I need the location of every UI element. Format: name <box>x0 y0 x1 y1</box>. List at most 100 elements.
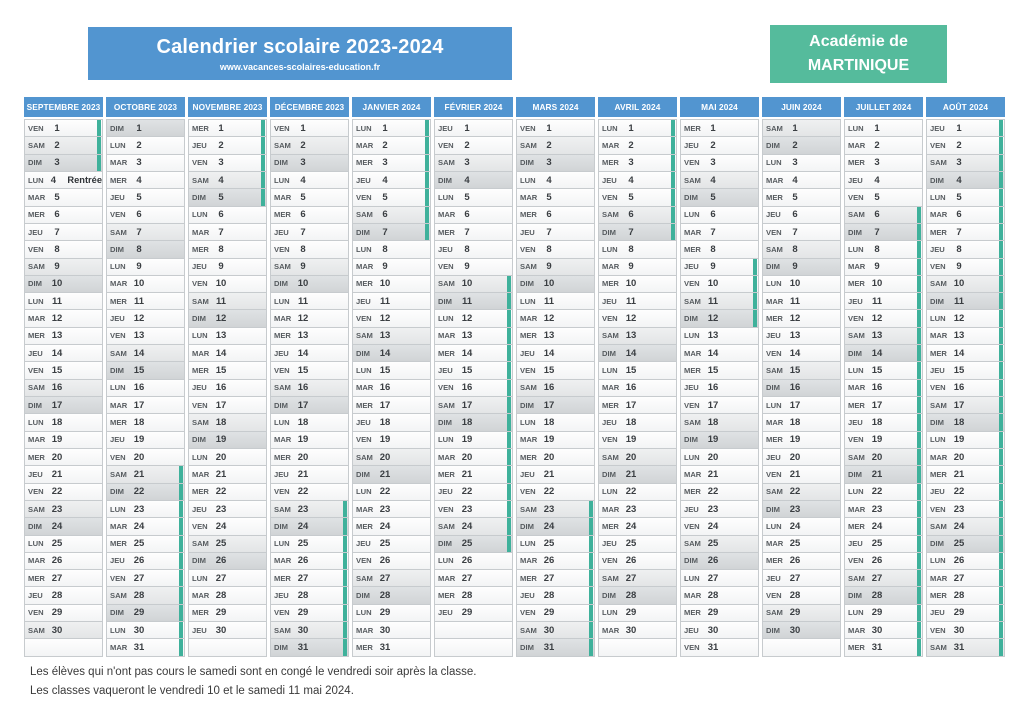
day-cell: SAM 18 <box>188 413 267 432</box>
day-abbrev: VEN <box>28 487 44 497</box>
day-abbrev: SAM <box>28 140 45 150</box>
day-cell: LUN 26 <box>926 551 1005 571</box>
day-abbrev: SAM <box>28 383 45 393</box>
day-cell: MER 27 <box>516 569 595 588</box>
day-cell: MAR 19 <box>516 430 595 449</box>
day-number: 10 <box>215 278 227 290</box>
day-abbrev: MER <box>110 417 127 427</box>
day-cell: DIM 7 <box>352 222 431 242</box>
day-abbrev: MER <box>356 521 373 531</box>
vacation-bar <box>999 189 1003 206</box>
day-cell: JEU 6 <box>762 205 841 224</box>
day-cell: LUN 5 <box>926 188 1005 207</box>
day-number: 19 <box>625 434 637 446</box>
day-abbrev: MER <box>28 331 45 341</box>
day-abbrev: MAR <box>602 504 620 514</box>
day-number: 27 <box>461 572 473 584</box>
day-number: 24 <box>297 520 309 532</box>
day-cell: LUN 3 <box>762 153 841 172</box>
day-abbrev: DIM <box>848 227 862 237</box>
day-abbrev: MAR <box>274 556 292 566</box>
day-cell: SAM 13 <box>844 326 923 346</box>
day-cell: MER 31 <box>844 638 923 657</box>
day-abbrev: SAM <box>766 244 783 254</box>
day-abbrev: VEN <box>520 366 536 376</box>
day-cell: VEN 28 <box>762 586 841 605</box>
day-number: 16 <box>789 382 801 394</box>
day-cell: MER 29 <box>680 603 759 623</box>
day-cell: VEN 14 <box>762 344 841 363</box>
calendar-grid: SEPTEMBRE 2023 VEN 1 SAM 2 DIM 3 LUN 4 Rentrée MAR… <box>24 97 1005 657</box>
day-number: 23 <box>133 503 145 515</box>
day-number: 28 <box>51 590 63 602</box>
vacation-bar <box>425 154 429 171</box>
day-number: 26 <box>543 555 555 567</box>
day-cell: SAM 17 <box>434 396 513 415</box>
day-cell: VEN 1 <box>270 119 349 138</box>
day-abbrev: LUN <box>356 123 372 133</box>
day-abbrev: DIM <box>930 175 944 185</box>
day-number: 27 <box>133 572 145 584</box>
day-cell: VEN 22 <box>516 482 595 501</box>
day-cell: LUN 18 <box>516 413 595 432</box>
month-header: SEPTEMBRE 2023 <box>24 97 103 117</box>
day-number: 25 <box>707 538 719 550</box>
day-number: 29 <box>953 607 965 619</box>
day-number: 26 <box>297 555 309 567</box>
day-cell: LUN 10 <box>762 274 841 294</box>
day-abbrev: LUN <box>192 210 208 220</box>
day-number: 14 <box>461 347 473 359</box>
day-number: 13 <box>789 330 801 342</box>
day-abbrev: DIM <box>930 296 944 306</box>
day-abbrev: DIM <box>28 279 42 289</box>
month-header: MAI 2024 <box>680 97 759 117</box>
day-cell: MER 6 <box>24 205 103 224</box>
day-number: 23 <box>379 503 391 515</box>
day-number: 22 <box>297 486 309 498</box>
day-number: 5 <box>546 191 552 203</box>
day-abbrev: MAR <box>684 469 702 479</box>
day-cell: SAM 23 <box>24 499 103 519</box>
day-number: 30 <box>543 624 555 636</box>
vacation-bar <box>999 241 1003 258</box>
day-number: 27 <box>379 572 391 584</box>
day-abbrev: JEU <box>438 244 453 254</box>
day-number: 10 <box>789 278 801 290</box>
day-abbrev: MER <box>930 591 947 601</box>
day-abbrev: LUN <box>28 296 44 306</box>
day-abbrev: JEU <box>28 227 43 237</box>
day-cell: MER 8 <box>188 240 267 259</box>
day-number: 10 <box>379 278 391 290</box>
day-cell: LUN 12 <box>926 309 1005 328</box>
day-abbrev: JEU <box>274 591 289 601</box>
vacation-bar <box>999 622 1003 639</box>
day-number: 17 <box>379 399 391 411</box>
day-cell: SAM 31 <box>926 638 1005 657</box>
day-number: 5 <box>792 191 798 203</box>
day-cell: JEU 1 <box>434 119 513 138</box>
day-cell: MER 13 <box>24 326 103 346</box>
vacation-bar <box>999 500 1003 518</box>
day-number: 20 <box>133 451 145 463</box>
vacation-bar <box>507 518 511 535</box>
day-cell: JEU 23 <box>680 499 759 519</box>
day-cell: VEN 23 <box>434 499 513 519</box>
vacation-bar <box>261 171 265 189</box>
vacation-bar <box>917 587 921 604</box>
day-abbrev: LUN <box>520 175 536 185</box>
day-abbrev: SAM <box>766 487 783 497</box>
day-abbrev: DIM <box>356 469 370 479</box>
day-abbrev: VEN <box>520 608 536 618</box>
day-abbrev: DIM <box>684 314 698 324</box>
day-abbrev: MER <box>684 608 701 618</box>
day-number: 8 <box>218 243 224 255</box>
day-number: 26 <box>707 555 719 567</box>
day-number: 17 <box>625 399 637 411</box>
day-abbrev: MER <box>930 227 947 237</box>
empty-cell <box>762 638 841 657</box>
vacation-bar <box>589 552 593 570</box>
vacation-bar <box>343 518 347 535</box>
day-cell: SAM 4 <box>188 170 267 190</box>
month-column: JANVIER 2024 LUN 1 MAR 2 MER 3 JEU 4 VEN 5 SAM 6 DIM 7… <box>352 97 431 657</box>
day-cell: VEN 22 <box>24 482 103 501</box>
